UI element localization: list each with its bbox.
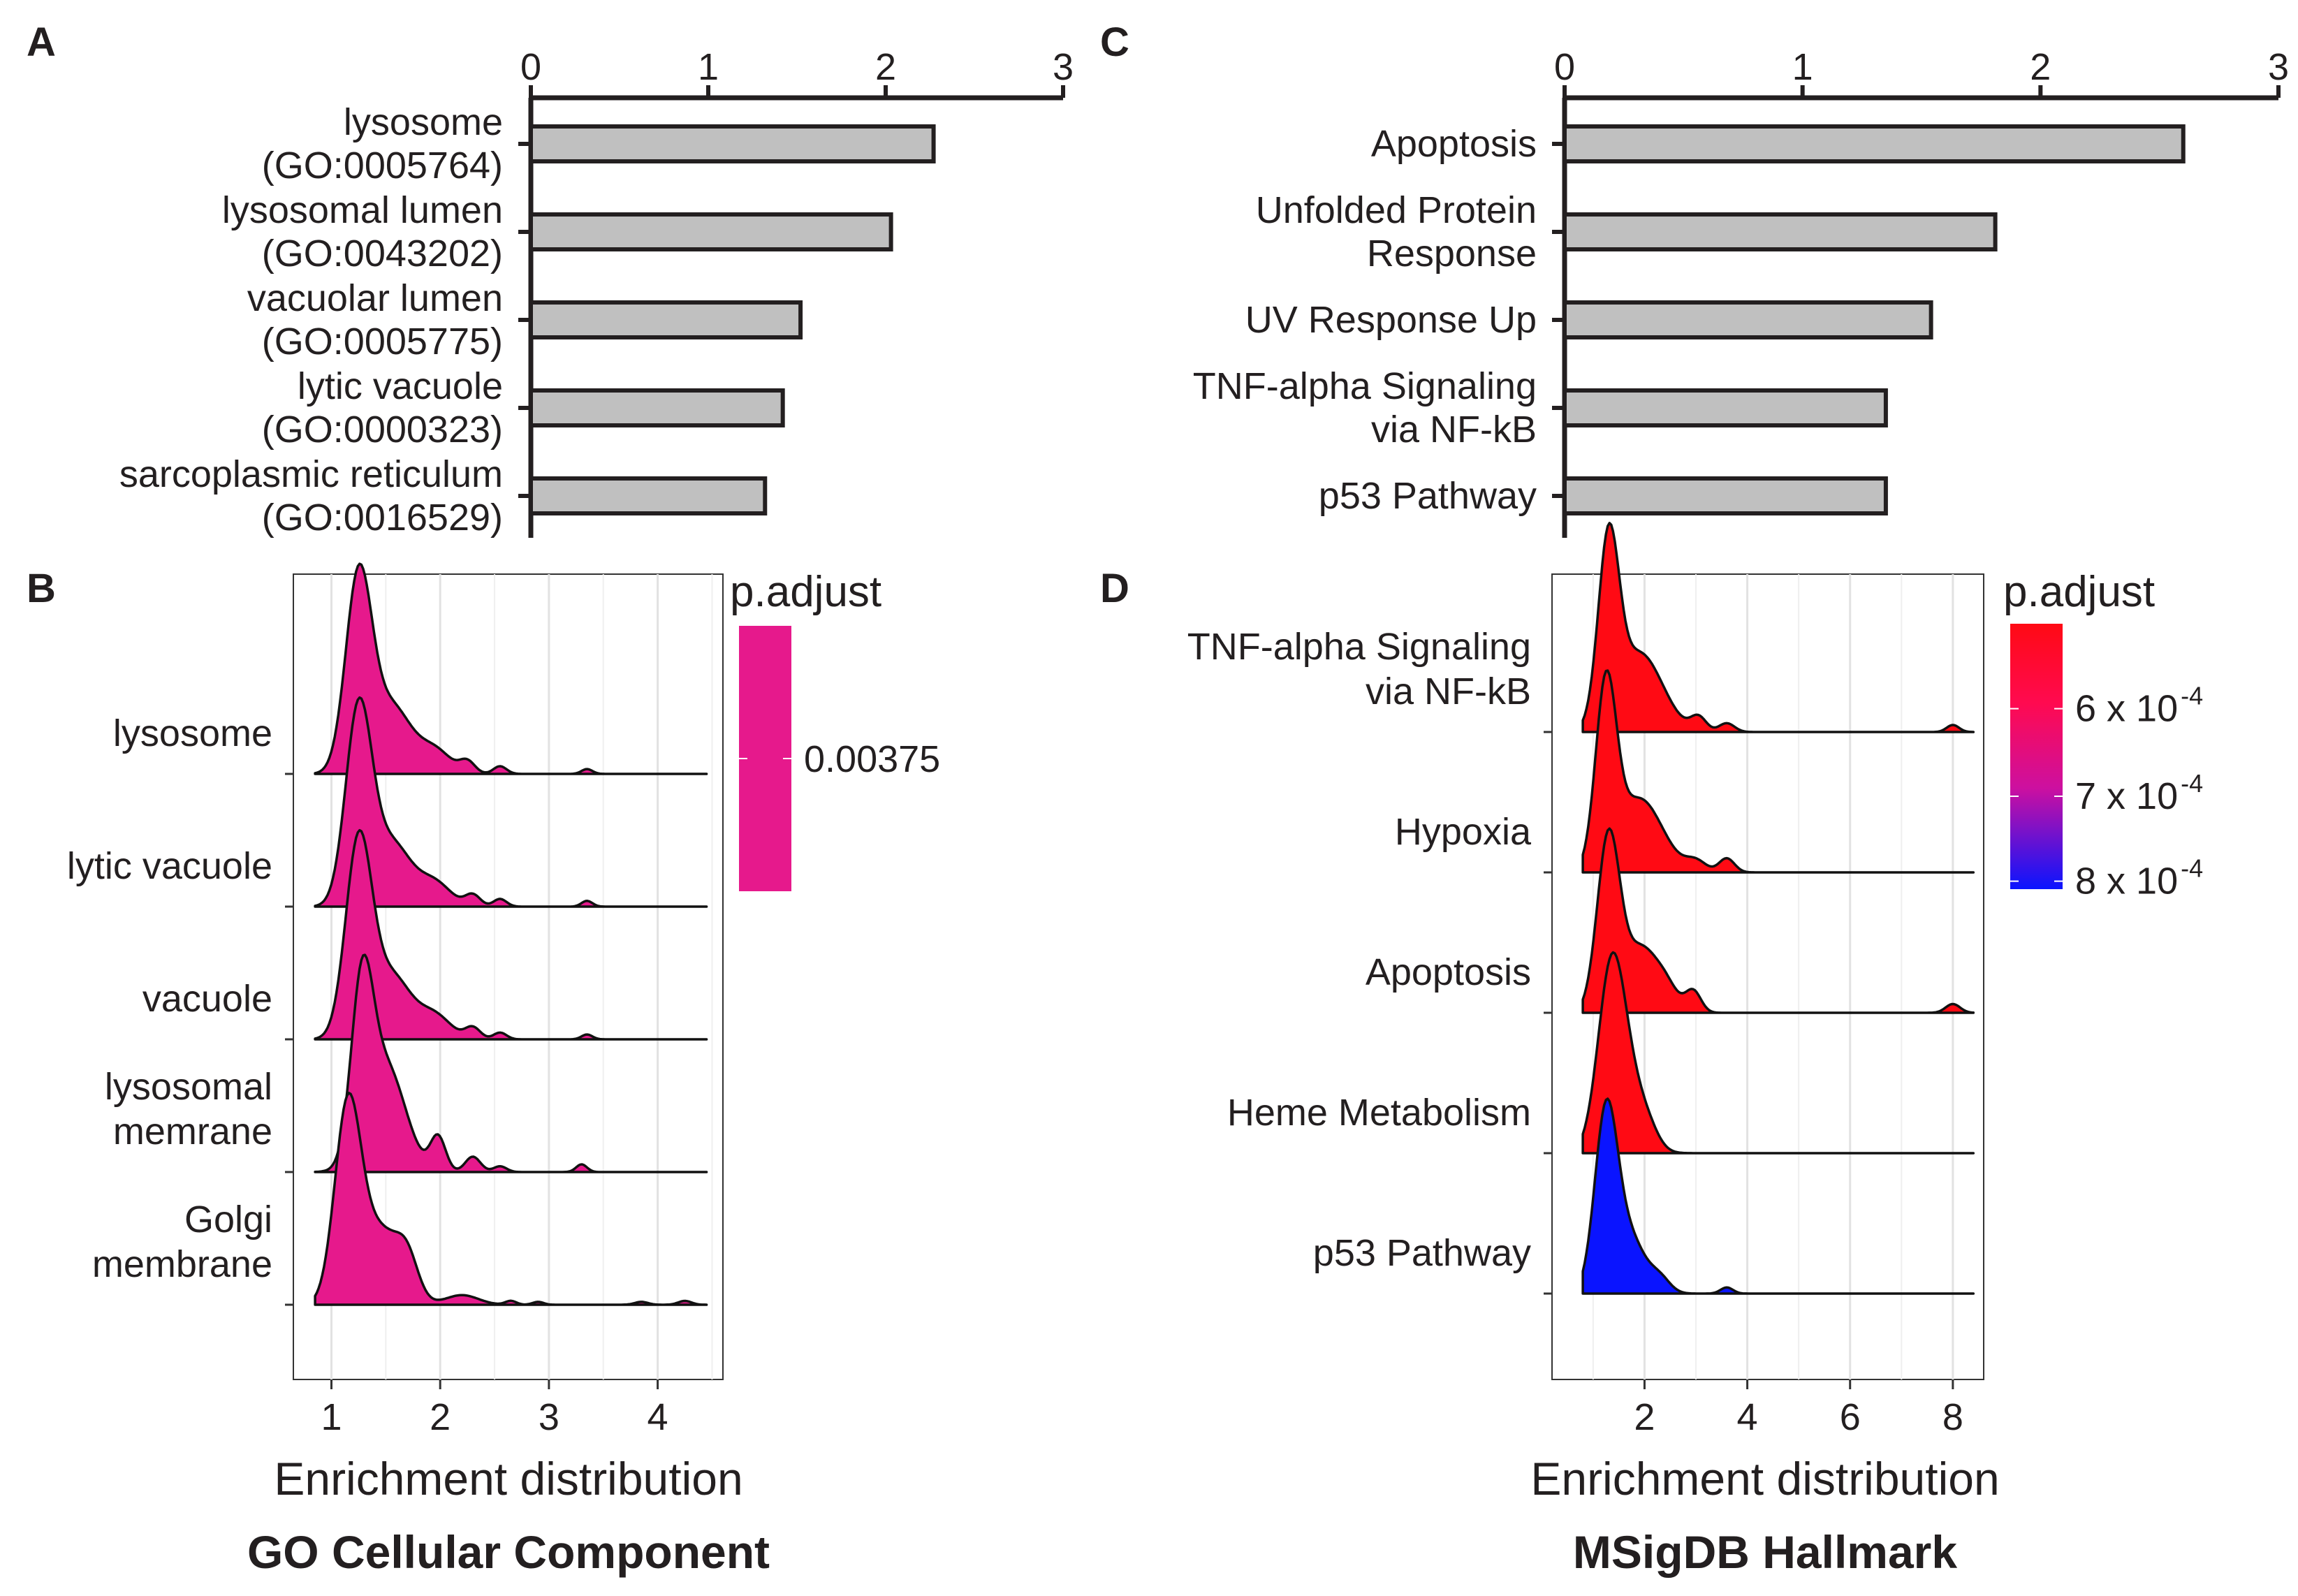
category-label: (GO:0043202) (262, 233, 503, 274)
x-axis-title-right: Enrichment distribution (1530, 1453, 1999, 1505)
category-label: vacuolar lumen (247, 277, 503, 319)
category-label: Response (1367, 233, 1537, 274)
legend-title-right: p.adjust (2003, 568, 2155, 616)
category-label: lysosome (113, 712, 272, 754)
category-label: TNF-alpha Signaling (1193, 365, 1537, 407)
x-tick-label: 2 (430, 1396, 451, 1438)
bar (529, 124, 936, 163)
x-tick-label: 0 (520, 46, 541, 88)
bar (529, 388, 785, 427)
bar (1563, 124, 2186, 163)
legend-padjust-right: p.adjust 6 x 10 -47 x 10 -48 x 10 -4 (2003, 568, 2203, 902)
category-label: TNF-alpha Signaling (1187, 626, 1531, 668)
category-label: Apoptosis (1366, 951, 1531, 993)
bar (529, 212, 893, 251)
caption-go-cellular-component: GO Cellular Component (247, 1526, 770, 1578)
density-ridge (1581, 951, 1975, 1155)
category-label: lytic vacuole (298, 365, 503, 407)
x-tick-label: 1 (1792, 46, 1813, 88)
category-label: Unfolded Protein (1256, 189, 1537, 231)
ridgeline-chart-go-cellular-component: 1 2 3 4 lysosome lytic vacuole vacuole lysosoma… (67, 562, 724, 1438)
density-ridge (314, 1092, 708, 1306)
legend-tick-label: 0.00375 (804, 738, 940, 780)
panel-label-a: A (27, 20, 56, 65)
category-label: Apoptosis (1371, 123, 1537, 165)
category-label: membrane (92, 1243, 272, 1285)
bar (529, 476, 768, 515)
density-ridge (1581, 669, 1975, 874)
bar (1563, 476, 1888, 515)
legend-tick-exponent: -4 (2181, 769, 2203, 798)
category-label: Hypoxia (1395, 811, 1532, 853)
x-tick-label: 6 (1840, 1396, 1861, 1438)
category-label: (GO:0005775) (262, 321, 503, 363)
density-ridge (1581, 522, 1975, 733)
x-tick-label: 1 (321, 1396, 342, 1438)
x-tick-label: 4 (647, 1396, 668, 1438)
category-label: lysosomal (105, 1066, 272, 1108)
bar (1563, 388, 1888, 427)
category-label: p53 Pathway (1313, 1232, 1531, 1274)
x-tick-label: 3 (1053, 46, 1074, 88)
caption-msigdb-hallmark: MSigDB Hallmark (1573, 1526, 1957, 1578)
x-tick-label: 8 (1942, 1396, 1963, 1438)
panel-label-c: C (1100, 20, 1129, 65)
category-label: Heme Metabolism (1227, 1092, 1531, 1134)
bar (1563, 212, 1998, 251)
category-label: lysosomal lumen (222, 189, 503, 231)
x-tick-label: 4 (1737, 1396, 1758, 1438)
legend-padjust-left: p.adjust 0.00375 (730, 568, 940, 891)
category-label: via NF-kB (1366, 671, 1531, 712)
panel-label-b: B (27, 566, 56, 611)
category-label: lysosome (344, 101, 503, 143)
category-label: via NF-kB (1371, 409, 1537, 451)
density-ridge (1581, 1097, 1975, 1295)
x-tick-label: 2 (1634, 1396, 1655, 1438)
legend-colorbar (739, 626, 791, 891)
category-label: vacuole (142, 978, 272, 1020)
bar (529, 300, 803, 339)
legend-tick-label: 7 x 10 (2075, 775, 2178, 817)
category-label: p53 Pathway (1319, 475, 1537, 517)
category-label: lytic vacuole (67, 845, 272, 887)
category-label: memrane (113, 1111, 272, 1152)
category-label: sarcoplasmic reticulum (119, 453, 503, 495)
category-label: (GO:0005764) (262, 145, 503, 186)
legend-tick-exponent: -4 (2181, 854, 2203, 883)
legend-tick-label: 8 x 10 (2075, 861, 2178, 902)
x-tick-label: 1 (698, 46, 719, 88)
category-label: UV Response Up (1245, 299, 1537, 341)
panel-label-d: D (1100, 566, 1129, 611)
x-tick-label: 3 (539, 1396, 559, 1438)
legend-tick-label: 6 x 10 (2075, 688, 2178, 730)
x-tick-label: 2 (875, 46, 896, 88)
category-label: Golgi (184, 1199, 272, 1240)
category-label: (GO:0016529) (262, 497, 503, 539)
legend-tick-exponent: -4 (2181, 682, 2203, 710)
bar (1563, 300, 1933, 339)
x-axis-title-left: Enrichment distribution (274, 1453, 742, 1505)
legend-title-left: p.adjust (730, 568, 881, 616)
x-tick-label: 2 (2030, 46, 2051, 88)
x-tick-label: 3 (2268, 46, 2289, 88)
x-tick-label: 0 (1554, 46, 1575, 88)
category-label: (GO:0000323) (262, 409, 503, 451)
legend-colorbar (2010, 624, 2063, 889)
